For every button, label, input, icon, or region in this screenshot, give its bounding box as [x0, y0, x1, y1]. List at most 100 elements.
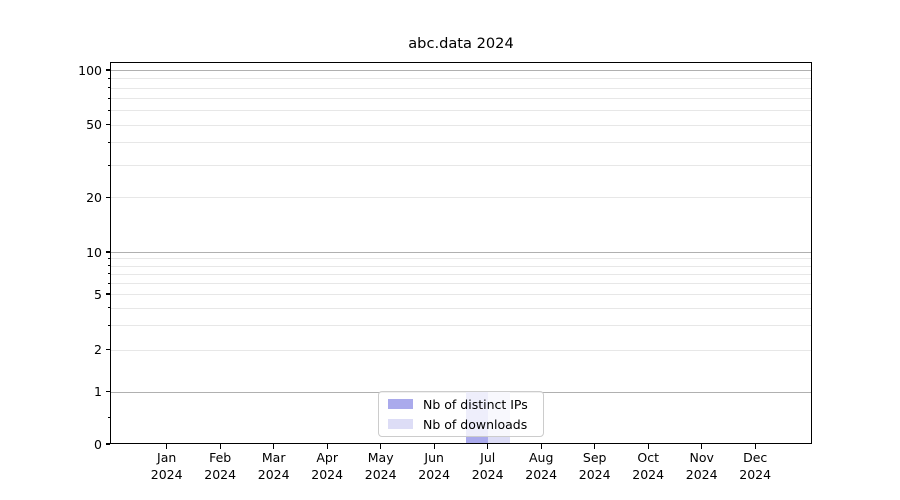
- y-tick-label: 20: [86, 189, 102, 205]
- x-tick-label: Jul 2024: [456, 450, 520, 483]
- gridline-minor: [110, 110, 812, 112]
- y-minor-tick: [107, 273, 110, 275]
- x-tick: [433, 444, 435, 449]
- x-tick-label: Mar 2024: [242, 450, 306, 483]
- gridline-minor: [110, 165, 812, 167]
- y-tick: [105, 443, 110, 445]
- x-tick: [540, 444, 542, 449]
- x-tick-label: Jun 2024: [402, 450, 466, 483]
- x-tick-month: Apr: [316, 450, 338, 465]
- y-minor-tick: [107, 77, 110, 79]
- x-tick-month: Jun: [424, 450, 444, 465]
- y-minor-tick: [107, 257, 110, 259]
- x-tick-label: Sep 2024: [563, 450, 627, 483]
- y-tick-label: 100: [78, 62, 102, 78]
- chart-title: abc.data 2024: [408, 35, 514, 52]
- x-tick-month: Sep: [582, 450, 607, 465]
- x-tick: [754, 444, 756, 449]
- y-minor-tick: [107, 293, 110, 295]
- legend: Nb of distinct IPs Nb of downloads: [378, 391, 544, 437]
- x-tick-label: May 2024: [349, 450, 413, 483]
- y-tick: [105, 69, 110, 71]
- y-minor-tick: [107, 265, 110, 266]
- gridline-minor: [110, 124, 812, 126]
- x-tick: [380, 444, 382, 449]
- legend-swatch-downloads: [388, 419, 413, 429]
- y-minor-tick: [107, 349, 110, 351]
- x-tick-month: Feb: [209, 450, 232, 465]
- y-tick: [105, 391, 110, 393]
- x-tick-month: Oct: [637, 450, 659, 465]
- gridline-minor: [110, 294, 812, 296]
- x-tick-year: 2024: [632, 466, 665, 482]
- x-tick: [594, 444, 596, 449]
- y-minor-tick: [107, 87, 110, 89]
- y-tick-label: 1: [94, 384, 102, 400]
- x-tick-label: Apr 2024: [295, 450, 359, 483]
- y-minor-tick: [107, 141, 110, 143]
- gridline-minor: [110, 283, 812, 284]
- gridline-minor: [110, 273, 812, 275]
- x-tick-year: 2024: [471, 466, 504, 482]
- x-tick-month: May: [367, 450, 394, 465]
- plot-frame: [110, 62, 812, 444]
- x-tick-year: 2024: [364, 466, 397, 482]
- plot-area: [110, 62, 812, 444]
- y-minor-tick: [107, 307, 110, 309]
- x-tick-label: Nov 2024: [670, 450, 734, 483]
- x-tick-label: Dec 2024: [723, 450, 787, 483]
- x-tick-month: Mar: [261, 450, 286, 465]
- gridline-major: [110, 70, 812, 71]
- gridline-minor: [110, 258, 812, 260]
- gridline-minor: [110, 325, 812, 326]
- gridline-minor: [110, 197, 812, 199]
- x-tick-month: Jan: [157, 450, 177, 465]
- x-tick-label: Jan 2024: [135, 450, 199, 483]
- y-minor-tick: [107, 196, 110, 198]
- x-tick-year: 2024: [311, 466, 344, 482]
- x-tick-label: Feb 2024: [188, 450, 252, 483]
- x-tick-year: 2024: [578, 466, 611, 482]
- x-tick-year: 2024: [204, 466, 237, 482]
- gridline-minor: [110, 265, 812, 267]
- x-tick: [219, 444, 221, 449]
- gridline-minor: [110, 142, 812, 144]
- legend-label-downloads: Nb of downloads: [423, 416, 528, 432]
- y-tick-label: 5: [94, 286, 102, 302]
- gridline-minor: [110, 307, 812, 309]
- gridline-major: [110, 252, 812, 253]
- x-tick-year: 2024: [257, 466, 290, 482]
- y-tick-label: 0: [94, 436, 102, 452]
- x-tick: [647, 444, 649, 449]
- y-minor-tick: [107, 109, 110, 111]
- x-tick-year: 2024: [150, 466, 183, 482]
- y-minor-tick: [107, 282, 110, 284]
- x-tick-month: Nov: [689, 450, 714, 465]
- gridline-minor: [110, 87, 812, 89]
- legend-label-distinct-ips: Nb of distinct IPs: [423, 396, 528, 412]
- x-tick: [487, 444, 489, 449]
- x-tick-month: Jul: [480, 450, 496, 465]
- x-tick: [166, 444, 168, 449]
- y-tick: [105, 251, 110, 253]
- gridline-minor: [110, 349, 812, 351]
- x-tick-year: 2024: [739, 466, 772, 482]
- y-tick-label: 10: [86, 244, 102, 260]
- y-minor-tick: [107, 124, 110, 126]
- x-tick-year: 2024: [685, 466, 718, 482]
- legend-item-distinct-ips: Nb of distinct IPs: [388, 396, 534, 412]
- x-tick-month: Dec: [743, 450, 768, 465]
- y-minor-tick: [107, 417, 110, 419]
- legend-item-downloads: Nb of downloads: [388, 416, 534, 432]
- x-tick-label: Aug 2024: [509, 450, 573, 483]
- x-tick: [326, 444, 328, 449]
- y-minor-tick: [107, 324, 110, 326]
- x-tick: [701, 444, 703, 449]
- y-minor-tick: [107, 97, 110, 99]
- x-tick-label: Oct 2024: [616, 450, 680, 483]
- gridline-minor: [110, 78, 812, 80]
- x-tick: [273, 444, 275, 449]
- y-tick-label: 50: [86, 117, 102, 133]
- gridline-minor: [110, 98, 812, 100]
